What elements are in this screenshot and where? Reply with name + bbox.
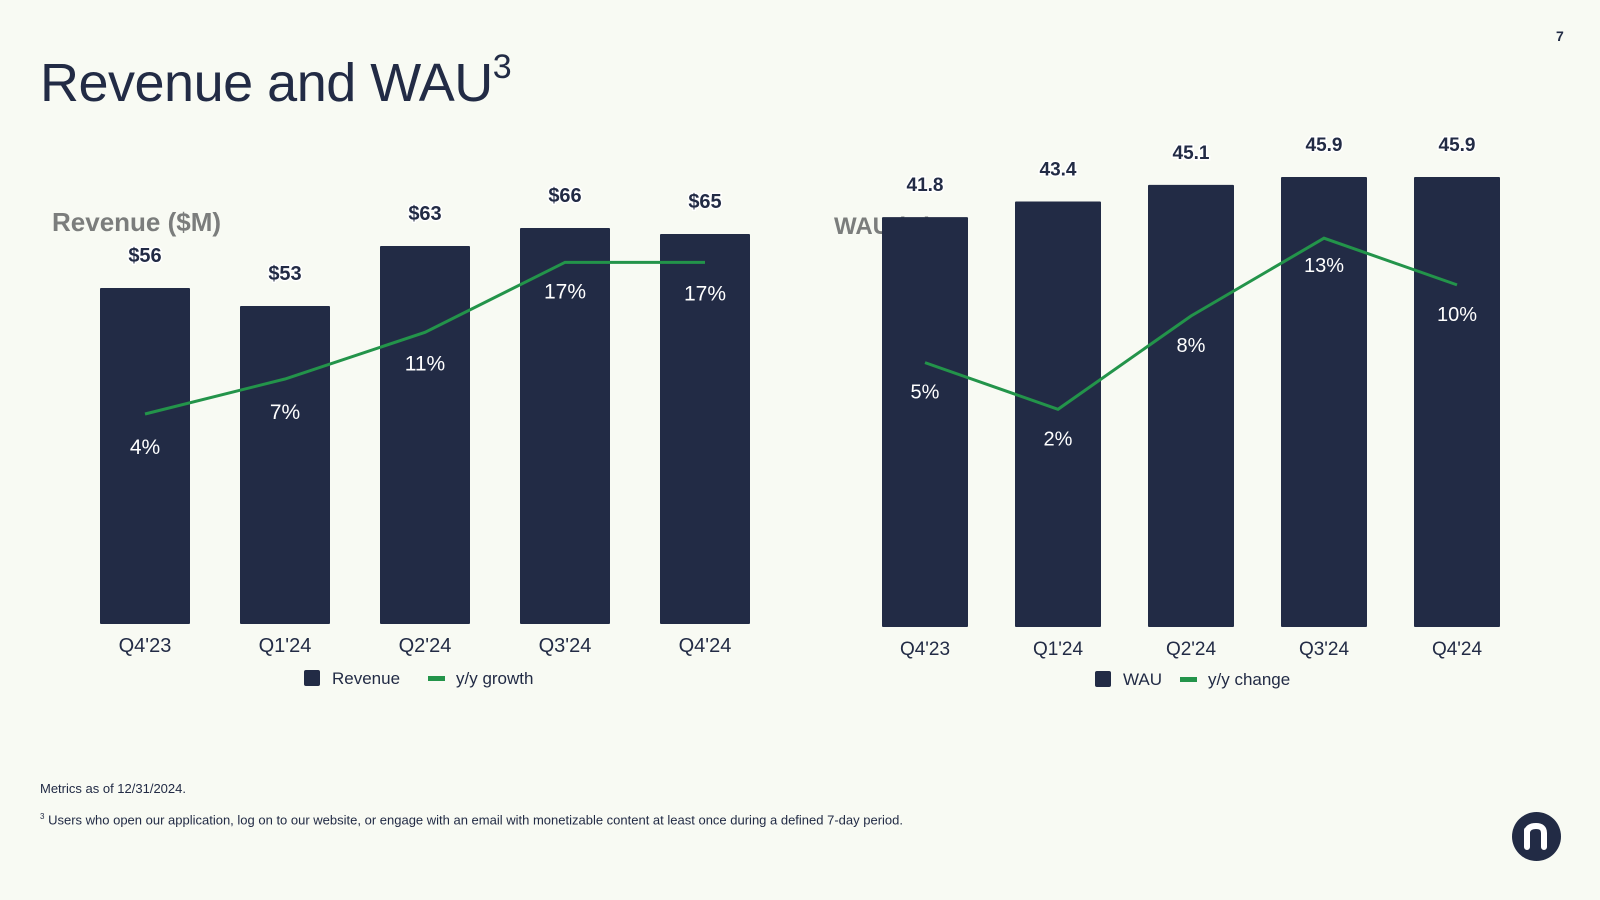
category-label: Q3'24 [1299,639,1350,660]
growth-percent-label: 2% [1044,428,1073,450]
category-label: Q1'24 [1033,639,1084,660]
growth-percent-label: 4% [130,436,160,459]
growth-percent-label: 5% [911,382,940,404]
metrics-note: Metrics as of 12/31/2024. [40,781,186,796]
bar-value-label: $65 [688,191,721,213]
bar-value-label: $53 [268,263,301,285]
bar [240,306,330,624]
growth-percent-label: 13% [1304,255,1344,277]
legend-bar-swatch [1095,671,1111,687]
bar-value-label: 41.8 [907,175,944,196]
legend-bar-label: WAU [1123,670,1162,689]
category-label: Q2'24 [399,635,452,657]
bar-value-label: 45.9 [1439,135,1476,156]
revenue-chart: Revenue ($M) $56 Q4'23 $53 Q1'24 $63 Q2'24 $66 Q… [52,184,750,688]
bar [882,217,968,627]
category-label: Q4'23 [119,635,172,657]
growth-percent-label: 10% [1437,304,1477,326]
footnote-marker: 3 [40,812,45,821]
category-label: Q1'24 [259,635,312,657]
growth-percent-label: 7% [270,401,300,424]
category-label: Q4'24 [1432,639,1483,660]
bar [1281,176,1367,627]
bar [520,228,610,624]
bar-value-label: 45.1 [1173,143,1210,164]
legend-line-swatch [428,676,445,681]
category-label: Q4'24 [679,635,732,657]
legend-line-label: y/y growth [456,669,533,688]
bar-value-label: $63 [408,203,441,225]
bar-value-label: $66 [548,185,581,207]
legend-line-label: y/y change [1208,670,1290,689]
category-label: Q2'24 [1166,639,1217,660]
growth-percent-label: 17% [684,282,726,305]
category-label: Q4'23 [900,639,950,660]
bar-value-label: $56 [128,245,161,267]
bar [1015,201,1101,627]
legend-bar-swatch [304,670,320,686]
page-number: 7 [1556,28,1564,44]
legend-line-swatch [1180,677,1197,682]
growth-percent-label: 8% [1177,335,1206,357]
bar [660,234,750,624]
bar [100,288,190,624]
wau-definition-footnote: 3 Users who open our application, log on… [40,812,903,827]
page-title: Revenue and WAU3 [40,48,512,114]
logo-n-icon [1524,822,1547,850]
bar-value-label: 43.4 [1040,159,1077,180]
footnote-text: Users who open our application, log on t… [48,812,903,828]
bar [380,246,470,624]
bar [1414,176,1500,627]
title-text: Revenue and WAU [40,53,493,113]
category-label: Q3'24 [539,635,592,657]
title-footnote-marker: 3 [492,48,512,86]
wau-chart: WAU (M)41.8Q4'2343.4Q1'2445.1Q2'2445.9Q3… [834,133,1500,689]
bar-value-label: 45.9 [1306,135,1343,156]
legend-bar-label: Revenue [332,669,400,688]
company-logo [1512,812,1561,861]
bar [1148,184,1234,627]
chart-title: Revenue ($M) [52,207,221,237]
growth-percent-label: 17% [544,280,586,303]
growth-percent-label: 11% [405,352,445,375]
